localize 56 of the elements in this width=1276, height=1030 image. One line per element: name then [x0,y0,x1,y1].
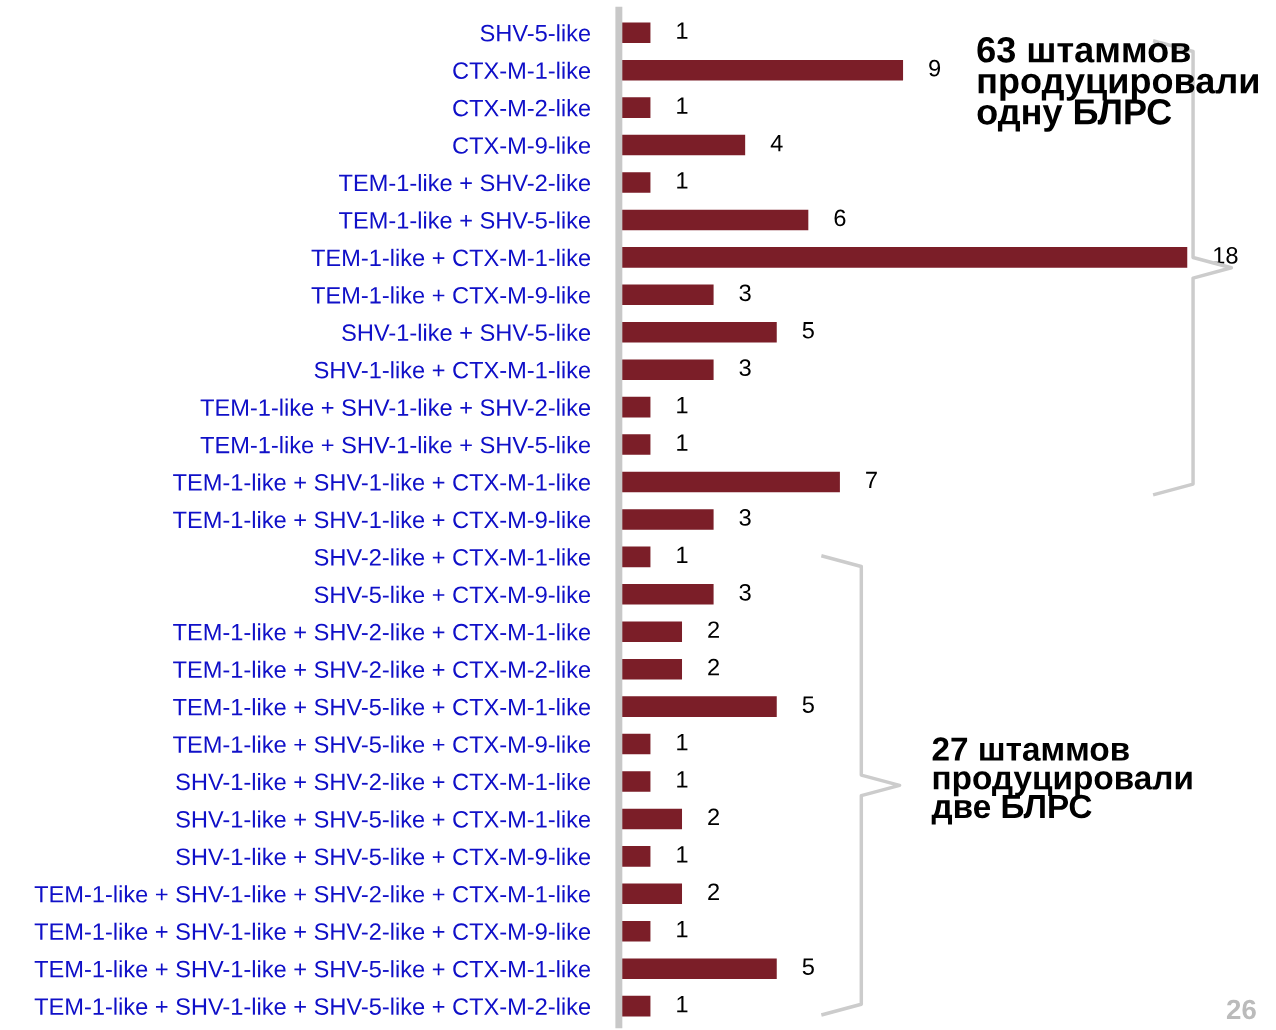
y-tick-label: SHV-1-like + CTX-M-1-like [314,361,591,379]
y-tick-label: SHV-1-like + SHV-5-like [342,323,591,342]
y-tick-label: SHV-1-like + SHV-5-like + CTX-M-9-like [176,847,591,866]
data-label: 6 [834,209,846,227]
y-tick-label: TEM-1-like + SHV-2-like + CTX-M-1-like [173,623,591,641]
data-label: 1 [677,771,688,788]
data-label: 4 [770,134,783,152]
y-tick-label: TEM-1-like + SHV-1-like + SHV-5-like + CTX-M-2-like [34,997,591,1015]
y-tick-label: SHV-5-like + CTX-M-9-like [314,585,591,604]
y-tick-label: TEM-1-like + SHV-2-like + CTX-M-2-like [173,660,591,678]
y-tick-label: TEM-1-like + SHV-1-like + SHV-2-like + CTX-M-9-like [34,922,591,941]
y-tick-label: TEM-1-like + SHV-1-like + SHV-5-like [200,436,591,454]
data-label: 1 [677,733,688,751]
data-label: 5 [802,958,814,976]
y-tick-label: TEM-1-like + SHV-1-like + SHV-5-like + CTX-M-1-like [34,960,591,978]
y-tick-label: CTX-M-1-like [453,61,591,79]
data-label: 1 [677,846,688,863]
data-label: 1 [677,97,688,114]
data-label: 2 [708,658,719,676]
y-tick-label: CTX-M-2-like [453,99,591,117]
y-tick-label: SHV-2-like + CTX-M-1-like [314,548,591,566]
data-label: 3 [739,284,751,302]
data-label: 1 [677,397,688,414]
text: 26 [1226,999,1256,1020]
data-label: 1 [677,22,688,39]
data-label: 5 [802,322,814,339]
data-label: 2 [708,883,719,900]
data-label: 1 [677,921,688,938]
y-tick-label: TEM-1-like + SHV-2-like [339,173,591,192]
data-label: 3 [739,509,751,526]
y-tick-label: SHV-5-like [480,24,591,42]
data-label: 3 [739,359,751,377]
y-tick-label: TEM-1-like + SHV-1-like + SHV-2-like + CTX-M-1-like [34,885,591,903]
data-label: 7 [866,471,877,489]
y-tick-label: TEM-1-like + SHV-1-like + CTX-M-9-like [173,510,591,529]
y-tick-label: TEM-1-like + SHV-1-like + CTX-M-1-like [173,473,591,491]
data-label: 1 [677,172,688,189]
y-tick-label: SHV-1-like + SHV-2-like + CTX-M-1-like [176,772,591,791]
y-tick-label: TEM-1-like + CTX-M-1-like [311,248,591,267]
data-label: 9 [929,59,941,77]
y-tick-label: TEM-1-like + SHV-5-like + CTX-M-9-like [173,735,591,753]
y-tick-label: TEM-1-like + SHV-5-like + CTX-M-1-like [173,698,591,716]
y-tick-label: TEM-1-like + CTX-M-9-like [311,286,591,304]
y-tick-label: TEM-1-like + SHV-5-like [339,211,591,229]
data-label: 1 [677,434,688,451]
annotation: 27 штаммов продуцировали две БЛРС [931,737,1192,825]
data-label: 1 [677,995,688,1013]
annotation: 63 штаммов продуцировали одну БЛРС [977,37,1258,132]
data-label: 2 [708,621,719,638]
y-tick-label: SHV-1-like + SHV-5-like + CTX-M-1-like [176,810,591,828]
data-label: 1 [677,546,688,563]
y-tick-label: CTX-M-9-like [453,136,591,154]
data-label: 2 [708,808,719,826]
data-label: 3 [739,583,751,601]
y-tick-label: TEM-1-like + SHV-1-like + SHV-2-like [200,398,591,416]
data-label: 5 [802,696,814,713]
